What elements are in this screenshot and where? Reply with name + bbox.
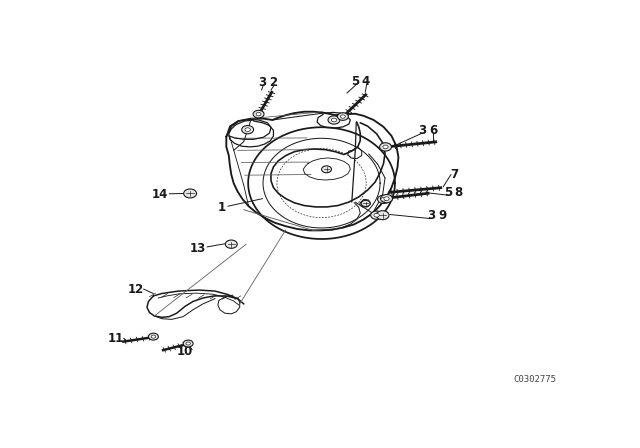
Circle shape	[381, 198, 386, 201]
Text: 11: 11	[108, 332, 124, 345]
Circle shape	[376, 211, 389, 220]
Circle shape	[245, 128, 250, 132]
Text: 1: 1	[218, 201, 225, 214]
Text: 5: 5	[444, 186, 452, 199]
Circle shape	[384, 197, 389, 201]
Text: 5: 5	[351, 75, 360, 88]
Circle shape	[374, 213, 380, 217]
Text: 10: 10	[177, 345, 193, 358]
Text: 2: 2	[269, 76, 278, 89]
Circle shape	[378, 195, 390, 203]
Circle shape	[225, 240, 237, 248]
Circle shape	[186, 342, 190, 345]
Circle shape	[321, 166, 332, 173]
Circle shape	[253, 110, 264, 118]
Text: C0302775: C0302775	[513, 375, 556, 384]
Text: 3: 3	[427, 209, 435, 222]
Text: 9: 9	[438, 209, 446, 222]
Text: 3: 3	[259, 76, 267, 89]
Text: 4: 4	[361, 75, 369, 88]
Circle shape	[183, 340, 193, 347]
Text: 8: 8	[454, 186, 462, 199]
Circle shape	[242, 125, 253, 134]
Text: 6: 6	[429, 124, 437, 137]
Text: 7: 7	[451, 168, 458, 181]
Circle shape	[332, 118, 337, 122]
Circle shape	[380, 143, 392, 151]
Circle shape	[328, 116, 340, 124]
Circle shape	[381, 194, 392, 203]
Circle shape	[148, 333, 158, 340]
Circle shape	[371, 211, 383, 220]
Text: 3: 3	[418, 124, 426, 137]
Circle shape	[256, 112, 261, 116]
Circle shape	[361, 200, 370, 207]
Circle shape	[184, 189, 196, 198]
Circle shape	[337, 113, 348, 121]
Circle shape	[383, 145, 388, 149]
Circle shape	[151, 335, 156, 338]
Text: 13: 13	[190, 242, 206, 255]
Text: 14: 14	[152, 188, 168, 201]
Circle shape	[340, 115, 346, 118]
Text: 12: 12	[127, 283, 143, 296]
